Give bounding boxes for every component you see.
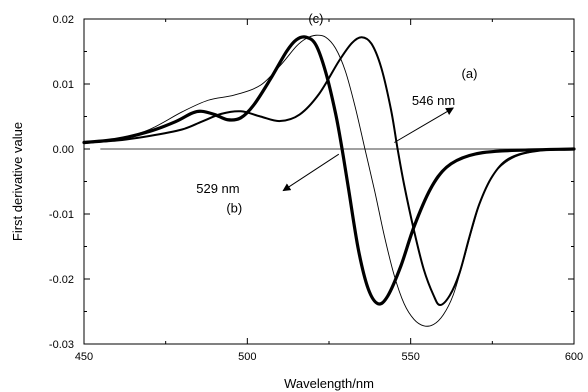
series-line-b — [82, 35, 576, 306]
series-line-c — [83, 34, 575, 327]
tick-label-layer: 450 500 550 600 -0.03 -0.02 -0.01 0.00 0.01 0.02 — [49, 14, 583, 363]
y-tick-label: -0.01 — [49, 209, 74, 221]
y-tick-label: 0.01 — [53, 79, 74, 91]
annotation-label: 529 nm — [196, 181, 239, 196]
annotation-layer: (c) (a) 546 nm 529 nm (b) — [196, 11, 477, 216]
annotation-arrow — [394, 107, 454, 143]
x-tick-label: 450 — [75, 351, 93, 363]
annotation-label: (a) — [462, 66, 478, 81]
y-tick-label: 0.02 — [53, 14, 74, 26]
axes-layer — [83, 18, 575, 345]
x-tick-label: 500 — [238, 351, 256, 363]
y-axis-title: First derivative value — [10, 122, 25, 241]
y-tick-label: 0.00 — [53, 144, 74, 156]
y-tick-label: -0.03 — [49, 339, 74, 351]
annotation-label: (b) — [226, 201, 242, 216]
series-line-a — [83, 36, 575, 306]
x-tick-label: 550 — [401, 351, 419, 363]
annotation-label: 546 nm — [412, 93, 455, 108]
series-layer — [82, 34, 576, 327]
annotation-arrow — [282, 153, 340, 192]
x-axis-title: Wavelength/nm — [284, 376, 374, 391]
y-tick-label: -0.02 — [49, 274, 74, 286]
plot-frame — [83, 18, 575, 345]
x-tick-label: 600 — [565, 351, 583, 363]
annotation-label: (c) — [308, 11, 323, 26]
